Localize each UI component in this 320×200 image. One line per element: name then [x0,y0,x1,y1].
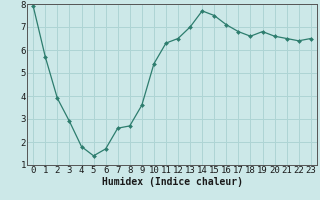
X-axis label: Humidex (Indice chaleur): Humidex (Indice chaleur) [101,177,243,187]
